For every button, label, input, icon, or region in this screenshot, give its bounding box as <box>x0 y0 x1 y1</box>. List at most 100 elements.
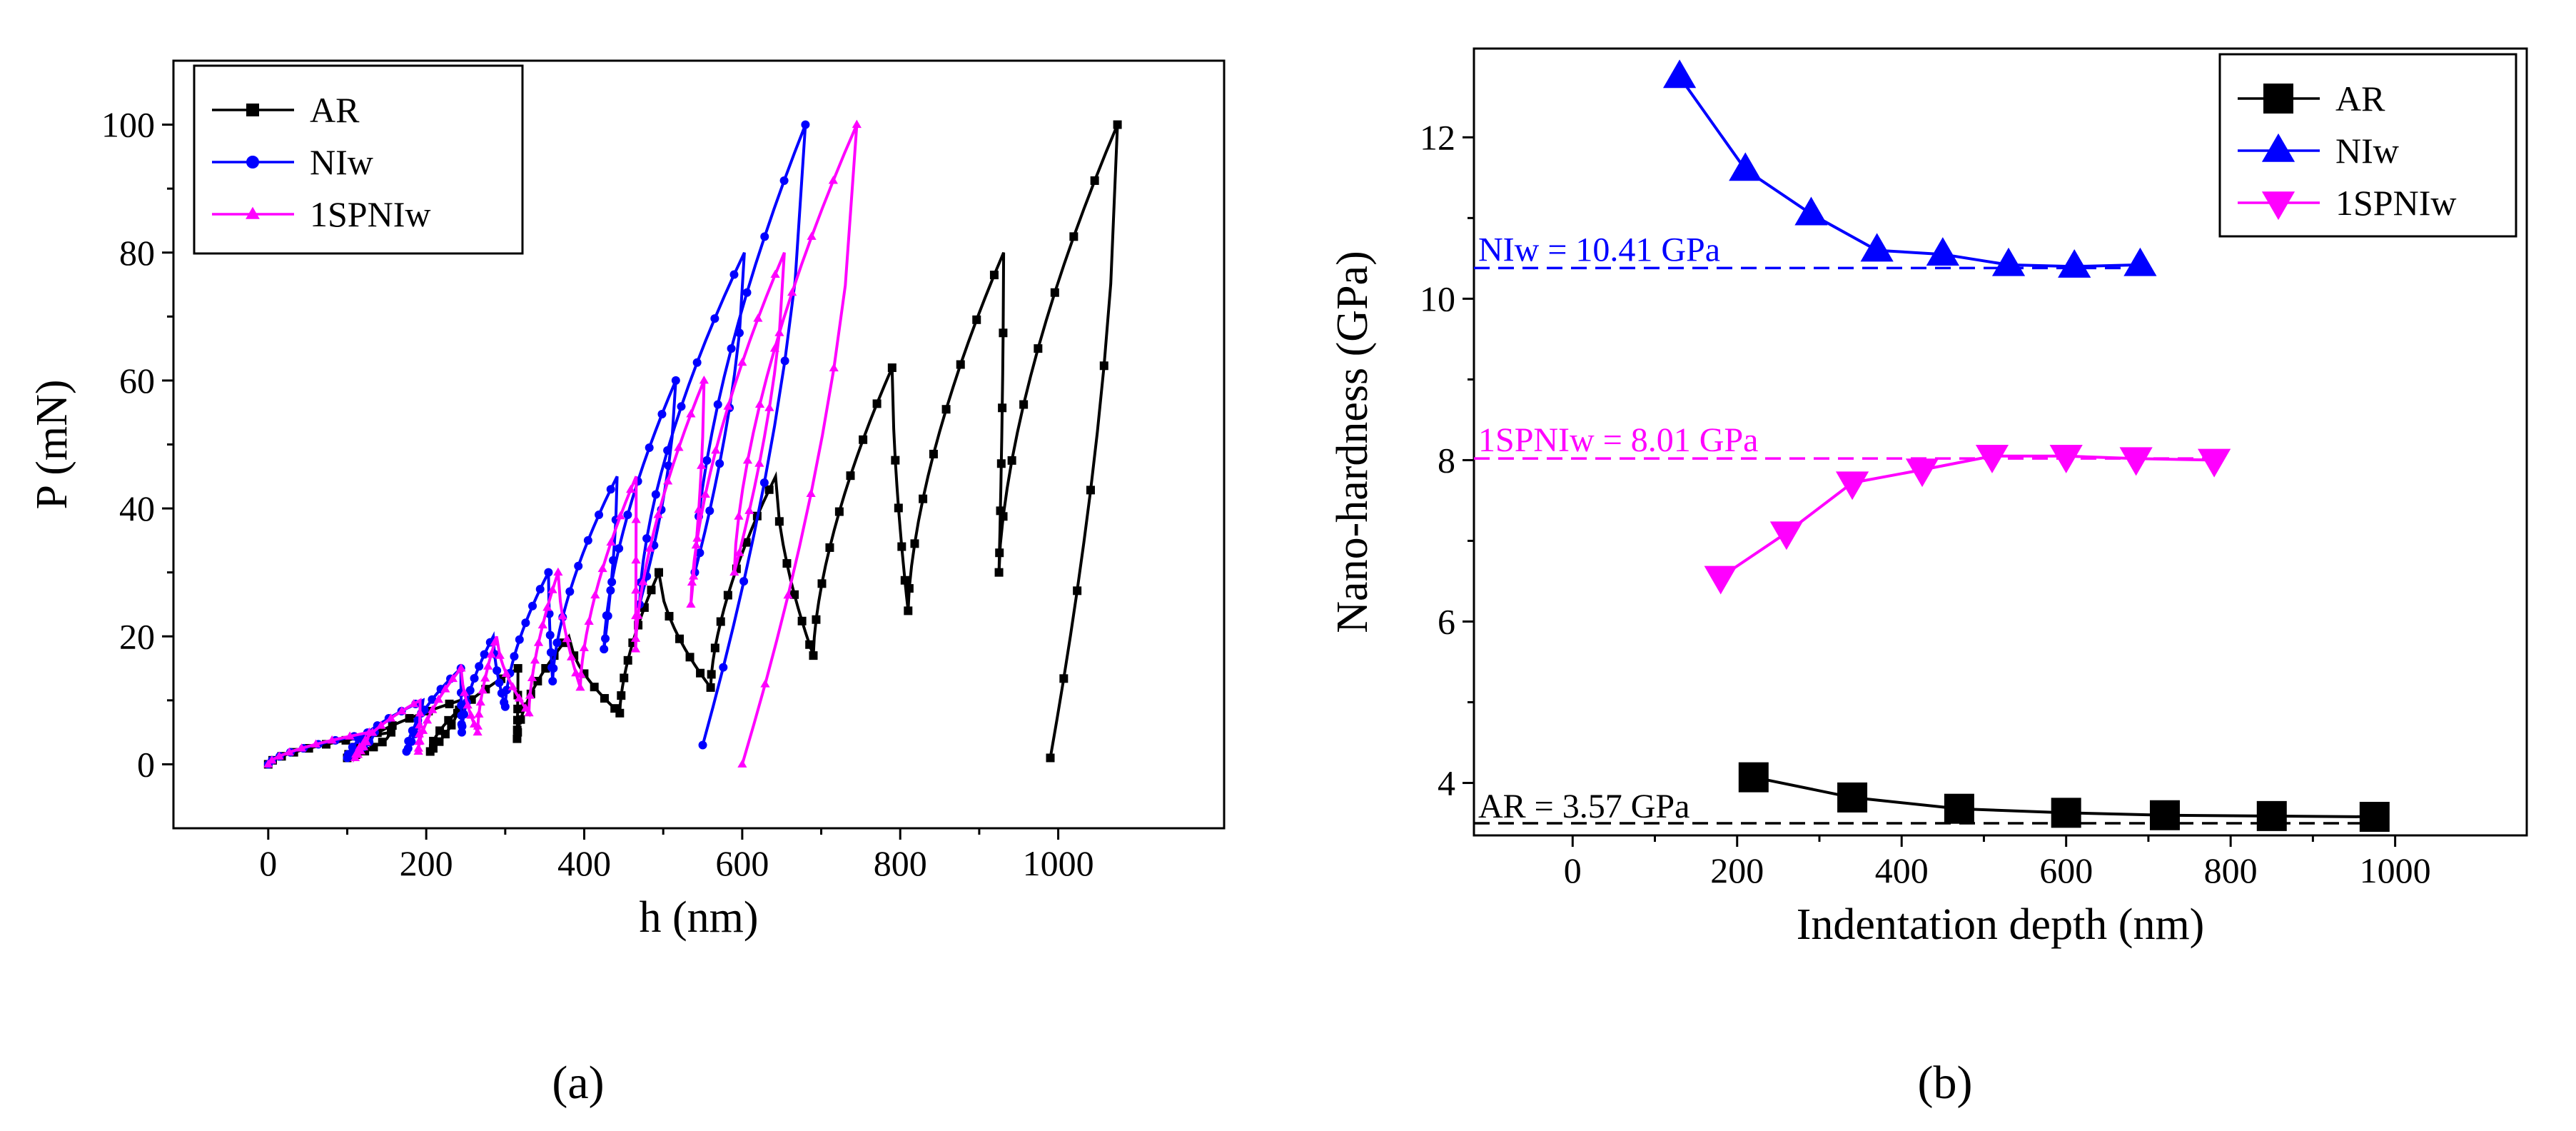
data-point-AR <box>1090 176 1099 185</box>
data-point-NIw <box>1794 196 1828 226</box>
data-point-NIw <box>600 645 609 654</box>
data-point-AR <box>710 643 719 653</box>
data-point-1SPNIw <box>327 735 337 744</box>
data-point-NIw <box>623 511 632 520</box>
data-point-AR <box>782 559 792 568</box>
data-point-AR <box>999 328 1008 338</box>
x-tick-label: 1000 <box>1023 843 1094 883</box>
y-tick-label: 40 <box>119 488 155 528</box>
data-point-AR <box>1007 456 1016 465</box>
data-point-1SPNIw <box>463 700 473 709</box>
data-point-AR <box>533 676 542 685</box>
data-point-1SPNIw <box>562 633 572 643</box>
data-point-1SPNIw <box>630 644 641 653</box>
data-point-NIw <box>1729 152 1762 181</box>
x-tick-label: 400 <box>557 843 611 883</box>
data-point-AR <box>615 708 625 718</box>
data-point-AR <box>590 683 599 692</box>
data-point-1SPNIw <box>760 679 770 688</box>
data-point-AR <box>996 459 1006 468</box>
data-point-NIw <box>729 270 739 279</box>
data-point-1SPNIw <box>697 461 707 469</box>
data-point-AR <box>904 584 914 593</box>
data-point-AR <box>742 538 751 547</box>
x-axis-label-a: h (nm) <box>639 893 758 942</box>
data-point-NIw <box>458 722 467 731</box>
data-point-AR <box>846 471 855 481</box>
data-point-1SPNIw <box>480 673 490 682</box>
data-point-NIw <box>780 356 789 366</box>
data-point-AR <box>445 699 454 708</box>
data-point-AR <box>444 715 453 725</box>
legend-label-NIw: NIw <box>2335 131 2399 171</box>
data-point-NIw <box>742 288 752 297</box>
legend-label-1SPNIw: 1SPNIw <box>2335 183 2456 223</box>
data-point-1SPNIw <box>829 363 839 372</box>
data-point-1SPNIw <box>631 555 641 564</box>
data-point-AR <box>956 360 965 369</box>
data-point-1SPNIw <box>368 728 378 736</box>
data-point-AR <box>989 271 999 280</box>
data-point-1SPNIw <box>576 669 586 678</box>
data-point-NIw <box>779 176 789 185</box>
data-point-1SPNIw <box>473 721 483 730</box>
data-point-1SPNIw <box>1769 521 1803 551</box>
data-point-NIw <box>521 618 530 628</box>
data-point-1SPNIw <box>557 611 567 620</box>
data-point-AR <box>623 655 632 665</box>
data-point-AR <box>805 640 814 649</box>
data-point-AR <box>999 512 1008 521</box>
y-tick-label: 80 <box>119 233 155 273</box>
data-point-1SPNIw <box>466 710 476 719</box>
data-point-1SPNIw <box>783 590 793 599</box>
data-point-1SPNIw <box>1975 445 2009 473</box>
data-point-1SPNIw <box>376 720 386 729</box>
legend-marker-NIw <box>246 156 259 169</box>
data-point-AR <box>435 726 445 735</box>
data-point-1SPNIw <box>1905 458 1939 488</box>
y-tick-label: 60 <box>119 361 155 401</box>
data-point-NIw <box>528 601 537 610</box>
data-point-AR <box>894 503 903 513</box>
data-point-1SPNIw <box>694 504 704 513</box>
data-point-1SPNIw <box>753 313 763 322</box>
legend-label-AR: AR <box>310 90 360 130</box>
data-point-1SPNIw <box>495 650 505 659</box>
data-point-1SPNIw <box>2049 445 2083 473</box>
data-point-AR <box>1050 288 1059 297</box>
data-point-AR <box>716 617 725 626</box>
data-point-AR <box>1019 400 1029 409</box>
data-point-AR <box>378 738 387 747</box>
y-tick-label: 20 <box>119 616 155 656</box>
x-axis-label-b: Indentation depth (nm) <box>1797 900 2205 949</box>
data-point-AR <box>1034 344 1043 353</box>
data-point-1SPNIw <box>630 633 641 642</box>
x-tick-label: 0 <box>259 843 277 883</box>
data-point-AR <box>1086 486 1095 495</box>
data-point-AR <box>1059 674 1069 683</box>
data-point-NIw <box>719 663 728 672</box>
legend-marker-AR <box>2263 84 2293 114</box>
data-point-1SPNIw <box>490 637 500 646</box>
panel-label-b: (b) <box>1918 1057 1973 1109</box>
data-point-1SPNIw <box>770 269 780 278</box>
data-point-1SPNIw <box>806 488 816 498</box>
data-point-NIw <box>702 456 712 465</box>
data-point-1SPNIw <box>514 693 525 702</box>
data-point-AR <box>541 664 550 673</box>
data-point-AR <box>797 616 807 625</box>
data-point-1SPNIw <box>2198 448 2231 478</box>
data-point-1SPNIw <box>448 673 458 683</box>
data-point-NIw <box>710 314 719 323</box>
data-point-1SPNIw <box>638 577 648 585</box>
data-point-AR <box>994 568 1004 577</box>
data-point-1SPNIw <box>729 567 739 576</box>
data-point-1SPNIw <box>787 287 797 296</box>
data-point-NIw <box>510 652 519 661</box>
curve-1SPNIw <box>1719 454 2215 578</box>
data-point-1SPNIw <box>737 357 747 366</box>
data-point-AR <box>654 568 663 577</box>
y-axis-label-a: P (mN) <box>28 380 76 510</box>
data-point-AR <box>665 612 674 621</box>
data-point-1SPNIw <box>428 705 438 713</box>
